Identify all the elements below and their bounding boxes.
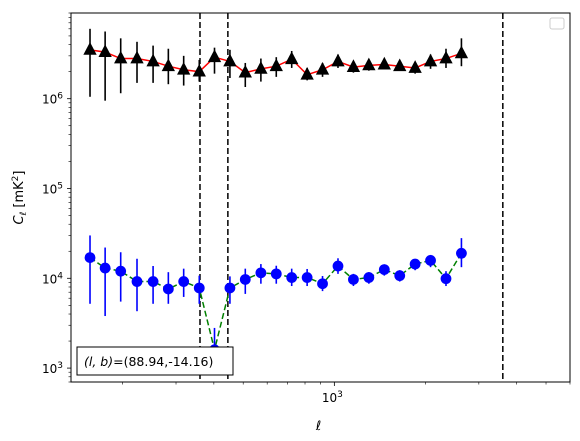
data-point-circle xyxy=(363,272,375,283)
data-point-circle xyxy=(317,278,328,290)
data-point-circle xyxy=(131,276,143,287)
data-point-circle xyxy=(193,282,205,294)
data-point-triangle xyxy=(269,58,283,72)
data-point-circle xyxy=(99,262,111,274)
data-point-circle xyxy=(440,273,452,285)
data-point-triangle xyxy=(423,53,438,67)
data-point-circle xyxy=(162,283,174,295)
data-point-triangle xyxy=(146,53,160,67)
data-point-circle xyxy=(332,260,344,272)
data-point-triangle xyxy=(223,53,237,67)
data-point-triangle xyxy=(254,61,268,74)
data-point-triangle xyxy=(300,66,314,80)
y-tick-label: 106 xyxy=(42,92,63,107)
data-point-circle xyxy=(348,274,359,285)
data-point-circle xyxy=(84,252,96,263)
data-point-circle xyxy=(425,255,436,266)
data-point-triangle xyxy=(346,59,361,72)
data-point-triangle xyxy=(161,58,176,72)
data-point-triangle xyxy=(362,57,376,71)
data-point-circle xyxy=(224,282,236,294)
data-point-circle xyxy=(286,272,298,283)
data-point-triangle xyxy=(177,61,191,75)
x-axis-label: ℓ xyxy=(315,419,321,434)
data-point-triangle xyxy=(454,45,469,59)
data-point-triangle xyxy=(377,56,391,70)
data-point-circle xyxy=(147,276,159,287)
data-point-triangle xyxy=(130,50,144,64)
data-point-triangle xyxy=(98,44,112,58)
coordinate-annotation: (l, b)=(88.94,-14.16) xyxy=(76,346,234,376)
x-tick-label: 103 xyxy=(322,390,343,405)
data-point-triangle xyxy=(207,49,222,63)
data-point-triangle xyxy=(439,50,453,64)
y-tick-label: 104 xyxy=(42,271,63,286)
data-point-triangle xyxy=(408,60,422,73)
y-tick-label: 105 xyxy=(42,181,63,196)
data-point-circle xyxy=(394,270,406,282)
data-point-circle xyxy=(378,264,390,275)
axis-ticks: 103 103 104 105 106 xyxy=(42,12,571,405)
data-point-circle xyxy=(409,258,421,270)
data-point-triangle xyxy=(393,58,407,72)
data-point-circle xyxy=(178,276,190,287)
legend[interactable] xyxy=(549,17,565,30)
data-point-triangle xyxy=(238,64,252,78)
axis-labels: ℓ Cℓ [mK2] xyxy=(11,170,321,434)
annotation-text: (l, b)=(88.94,-14.16) xyxy=(84,354,213,369)
data-point-triangle xyxy=(285,51,299,65)
data-point-circle xyxy=(270,268,282,280)
data-point-triangle xyxy=(331,53,345,67)
data-point-circle xyxy=(255,267,267,279)
y-tick-label: 103 xyxy=(42,361,63,376)
legend-box xyxy=(549,17,565,30)
data-point-triangle xyxy=(192,63,206,77)
vertical-reference-lines xyxy=(199,13,504,382)
data-point-circle xyxy=(301,272,313,283)
data-point-triangle xyxy=(83,42,97,55)
y-axis-label: Cℓ [mK2] xyxy=(11,170,29,224)
data-series xyxy=(83,28,469,367)
data-point-circle xyxy=(115,265,127,277)
data-point-circle xyxy=(456,247,467,259)
data-point-triangle xyxy=(114,50,128,64)
annotation-box xyxy=(76,346,234,376)
data-point-triangle xyxy=(315,61,330,75)
series-2 xyxy=(84,235,467,367)
data-point-circle xyxy=(239,274,251,285)
series-1 xyxy=(83,28,469,101)
